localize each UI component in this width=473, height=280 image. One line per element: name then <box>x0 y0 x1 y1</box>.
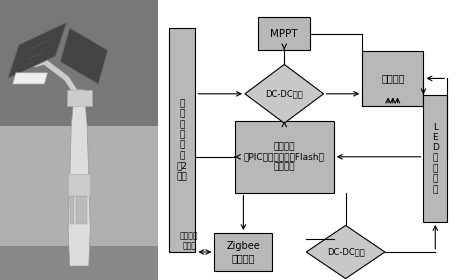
Bar <box>82 196 87 224</box>
Text: Zigbee
通讯组件: Zigbee 通讯组件 <box>227 241 260 263</box>
Bar <box>70 196 74 224</box>
Text: MPPT: MPPT <box>271 29 298 39</box>
Bar <box>76 196 81 224</box>
Polygon shape <box>68 90 90 266</box>
Bar <box>0 0 158 126</box>
Bar <box>235 121 334 193</box>
Text: 蓄电池组: 蓄电池组 <box>381 73 404 83</box>
Polygon shape <box>245 64 324 123</box>
Bar <box>169 28 195 252</box>
Text: 太
阳
能
电
池
组
（2
路）: 太 阳 能 电 池 组 （2 路） <box>176 99 188 181</box>
Text: DC-DC升压: DC-DC升压 <box>265 89 303 98</box>
Polygon shape <box>307 225 385 279</box>
Bar <box>258 17 310 50</box>
Text: 组网或外
界通讯: 组网或外 界通讯 <box>180 231 198 251</box>
Polygon shape <box>8 22 67 78</box>
Bar <box>214 233 272 271</box>
Bar <box>0 246 158 280</box>
Bar <box>423 95 447 222</box>
Polygon shape <box>13 73 47 84</box>
Text: L
E
D
发
光
组
件: L E D 发 光 组 件 <box>432 123 438 194</box>
Text: 控制模块
（PIC、模拟开关、Flash、
锁存器）: 控制模块 （PIC、模拟开关、Flash、 锁存器） <box>244 142 324 172</box>
Text: DC-DC降压: DC-DC降压 <box>327 248 365 256</box>
Bar <box>67 90 92 106</box>
Bar <box>68 174 90 196</box>
Polygon shape <box>60 28 108 84</box>
Bar <box>362 51 423 106</box>
